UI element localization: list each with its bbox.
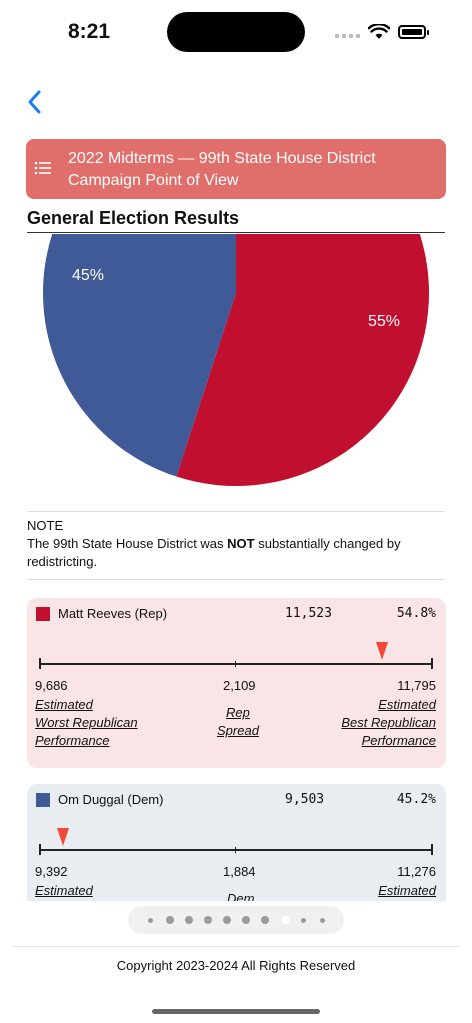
pie-label-55: 55% (368, 313, 400, 330)
banner-titles: 2022 Midterms — 99th State House Distric… (68, 148, 376, 192)
candidate-name: Om Duggal (Dem) (58, 792, 164, 807)
election-pie-chart: 55% 45% (43, 234, 429, 486)
status-time: 8:21 (68, 20, 111, 43)
result-marker-icon (375, 642, 388, 660)
back-chevron-icon[interactable] (24, 88, 48, 116)
dynamic-island (167, 12, 305, 52)
worst-value: 9,392 (35, 864, 68, 879)
best-value: 11,795 (397, 678, 436, 693)
wifi-icon (368, 24, 390, 39)
list-menu-icon[interactable] (34, 160, 52, 176)
note-text: The 99th State House District was NOT su… (27, 536, 401, 569)
spread-label[interactable]: Dem (227, 891, 255, 901)
party-color-swatch (36, 607, 50, 621)
candidate-card-dem[interactable]: Om Duggal (Dem) 9,503 45.2% 9,392 1,884 … (27, 784, 446, 901)
note-emphasis: NOT (227, 536, 255, 551)
banner-subtitle: Campaign Point of View (68, 172, 239, 189)
page-dot[interactable] (261, 916, 269, 924)
page-dot[interactable] (166, 916, 174, 924)
result-marker-icon (56, 828, 69, 846)
worst-label[interactable]: Estimated Worst Republican Performance (35, 697, 138, 748)
home-indicator[interactable] (152, 1009, 320, 1014)
battery-icon (398, 25, 429, 39)
candidate-percent: 54.8% (396, 606, 436, 621)
footer-divider (13, 946, 459, 947)
page-dot[interactable] (148, 917, 153, 923)
pie-slice-45 (43, 234, 236, 477)
spread-value: 1,884 (223, 864, 256, 879)
party-color-swatch (36, 793, 50, 807)
page-dot[interactable] (242, 916, 250, 924)
page-dot[interactable] (301, 917, 306, 923)
candidate-name: Matt Reeves (Rep) (58, 606, 168, 621)
spread-label[interactable]: Rep Spread (217, 705, 259, 738)
page-dot[interactable] (185, 916, 193, 924)
candidate-percent: 45.2% (396, 792, 436, 807)
best-value: 11,276 (397, 864, 436, 879)
candidate-card-rep[interactable]: Matt Reeves (Rep) 11,523 54.8% 9,686 2,1… (27, 598, 446, 768)
note-heading: NOTE (27, 518, 64, 533)
banner-title: 2022 Midterms — 99th State House Distric… (68, 150, 376, 167)
redistricting-note: NOTE The 99th State House District was N… (27, 511, 445, 580)
page-dot[interactable] (282, 916, 290, 924)
candidate-cards-scroll[interactable]: Matt Reeves (Rep) 11,523 54.8% 9,686 2,1… (27, 598, 446, 901)
best-label[interactable]: Estimated (378, 883, 436, 898)
section-title: General Election Results (27, 208, 445, 233)
page-dot[interactable] (320, 917, 325, 923)
title-banner[interactable]: 2022 Midterms — 99th State House Distric… (26, 139, 446, 199)
worst-value: 9,686 (35, 678, 68, 693)
performance-scale (39, 642, 433, 669)
candidate-votes: 9,503 (285, 792, 325, 807)
pie-slice-55 (176, 234, 429, 486)
status-bar: 8:21 (0, 0, 472, 64)
candidate-votes: 11,523 (285, 606, 332, 621)
page-indicator[interactable] (128, 906, 344, 934)
best-label[interactable]: Estimated Best Republican Performance (341, 697, 436, 748)
copyright-text: Copyright 2023-2024 All Rights Reserved (116, 958, 356, 973)
page-dot[interactable] (204, 916, 212, 924)
cellular-signal-icon (335, 34, 360, 38)
performance-scale (39, 828, 433, 855)
pie-label-45: 45% (72, 267, 104, 284)
page-dot[interactable] (223, 916, 231, 924)
worst-label[interactable]: Estimated (35, 883, 93, 898)
spread-value: 2,109 (223, 678, 256, 693)
